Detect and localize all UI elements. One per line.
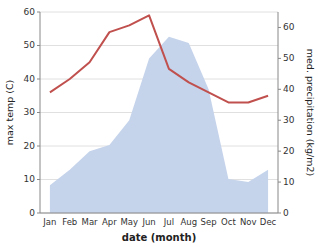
y-tick-label: 30 — [24, 107, 36, 117]
y-tick-label: 20 — [24, 141, 36, 151]
x-tick-label: Feb — [62, 217, 77, 227]
y-tick-label: 40 — [24, 74, 36, 84]
y-axis-label: max temp (C) — [4, 80, 15, 146]
y2-axis-line — [278, 12, 279, 213]
grid-line — [40, 213, 278, 214]
y2-tick — [278, 89, 281, 90]
x-tick-label: Dec — [260, 217, 277, 227]
y2-tick-label: 10 — [283, 177, 295, 187]
grid — [40, 12, 278, 213]
x-tick-label: Aug — [180, 217, 197, 227]
y-tick — [37, 79, 40, 80]
y2-tick-label: 0 — [283, 208, 289, 218]
x-axis-line — [40, 213, 278, 214]
precipitation-area — [50, 37, 268, 213]
y-tick — [37, 112, 40, 113]
y2-tick — [278, 27, 281, 28]
y2-tick — [278, 213, 281, 214]
y-tick-label: 50 — [24, 40, 36, 50]
x-tick-label: Apr — [102, 217, 117, 227]
y2-axis-label: med. precipitation (kg/m2) — [305, 49, 316, 176]
grid-line — [40, 45, 278, 46]
y2-tick-label: 60 — [283, 22, 295, 32]
y2-tick-label: 30 — [283, 115, 295, 125]
x-tick-label: Oct — [221, 217, 236, 227]
y2-tick-label: 50 — [283, 53, 295, 63]
grid-line — [40, 12, 278, 13]
plot-area — [50, 15, 268, 213]
x-axis-label: date (month) — [122, 232, 196, 243]
y2-tick — [278, 58, 281, 59]
y2-tick-label: 40 — [283, 84, 295, 94]
y-tick — [37, 146, 40, 147]
y2-tick-label: 20 — [283, 146, 295, 156]
y2-tick — [278, 120, 281, 121]
y-tick-label: 10 — [24, 174, 36, 184]
y-tick — [37, 213, 40, 214]
y-tick-label: 0 — [29, 208, 35, 218]
y-tick — [37, 179, 40, 180]
y-tick-label: 60 — [24, 7, 36, 17]
y2-tick — [278, 182, 281, 183]
axes: 0 10 20 30 40 50 60 0 10 20 30 40 50 60 Jan Feb MarAprMa… — [24, 7, 295, 228]
x-tick-label: Jul — [163, 217, 174, 227]
x-tick-label: Sep — [201, 217, 217, 227]
y2-tick — [278, 151, 281, 152]
x-tick-label: Mar — [82, 217, 99, 227]
x-tick-label: Jan — [42, 217, 56, 227]
chart: 0 10 20 30 40 50 60 0 10 20 30 40 50 60 Jan Feb MarAprMa… — [0, 0, 318, 247]
x-tick-label: Jun — [141, 217, 155, 227]
temperature-line — [50, 15, 268, 102]
y-tick — [37, 45, 40, 46]
x-tick-label: May — [120, 217, 138, 227]
y-tick — [37, 12, 40, 13]
x-tick-label: Nov — [240, 217, 257, 227]
